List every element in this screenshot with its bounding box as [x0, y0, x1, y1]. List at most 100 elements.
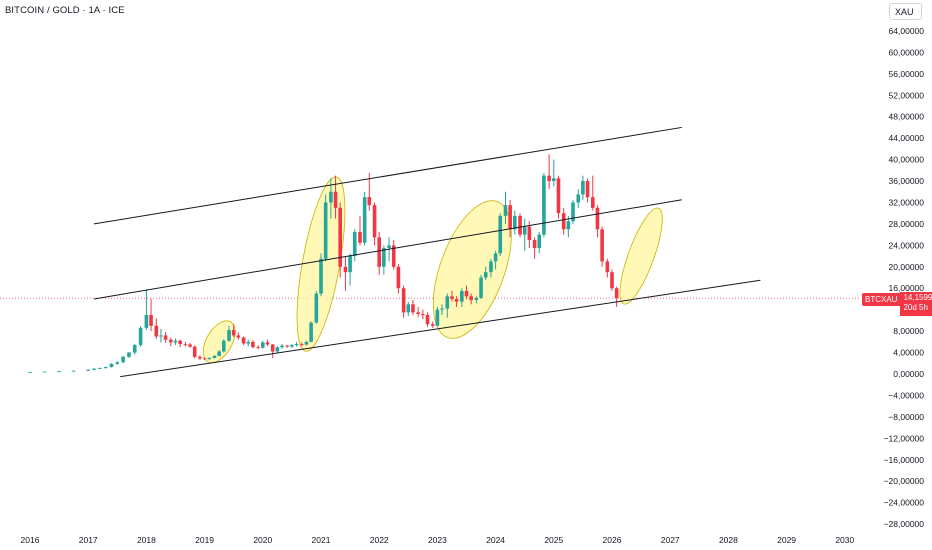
candle	[261, 340, 265, 349]
y-tick-label: 44,00000	[889, 133, 925, 143]
candle-body	[483, 272, 488, 278]
candle	[489, 258, 493, 278]
candle	[28, 371, 32, 373]
candle-body	[159, 335, 163, 337]
channel-lines	[93, 126, 761, 378]
candle	[163, 332, 168, 343]
channel-line[interactable]	[93, 126, 682, 225]
chart-title: BITCOIN / GOLD · 1A · ICE	[5, 5, 125, 16]
candle-body	[251, 341, 255, 348]
candle-body	[440, 308, 444, 310]
candle	[251, 340, 255, 349]
candle-body	[304, 341, 309, 345]
candle	[275, 346, 280, 353]
candle-body	[416, 312, 420, 314]
candle-body	[92, 368, 96, 370]
candle-body	[406, 304, 411, 313]
candle	[348, 253, 352, 286]
candle-body	[183, 343, 188, 345]
candle-body	[121, 356, 125, 363]
candle-body	[71, 370, 76, 372]
candle-body	[198, 356, 202, 359]
y-tick-label: 64,00000	[889, 26, 925, 36]
candle	[547, 154, 551, 190]
x-tick-label: 2023	[428, 535, 447, 545]
candle-body	[367, 197, 372, 206]
candle	[566, 215, 571, 238]
candle	[42, 371, 47, 373]
highlight-ellipse[interactable]	[417, 191, 527, 349]
candle-body	[445, 296, 450, 309]
candle-body	[469, 296, 473, 301]
candle-body	[217, 351, 221, 356]
candle-body	[561, 213, 566, 230]
y-tick-label: 0,00000	[893, 369, 924, 379]
candle	[460, 288, 464, 307]
y-tick-label: 56,00000	[889, 69, 925, 79]
candle	[285, 345, 290, 348]
y-axis: 64,00000 60,00000 56,00000 52,00000 48,00000…	[884, 26, 925, 529]
y-tick-label: 60,00000	[889, 47, 925, 57]
candle	[561, 207, 566, 235]
currency-selector[interactable]: XAU	[889, 3, 922, 20]
candle	[227, 325, 231, 342]
candle	[513, 210, 517, 235]
candle-body	[460, 290, 464, 302]
candle	[127, 352, 131, 358]
candle	[377, 231, 381, 275]
candle-body	[581, 181, 585, 195]
candle-body	[489, 261, 493, 273]
candle	[600, 226, 604, 267]
candle	[362, 191, 367, 246]
x-tick-label: 2017	[79, 535, 98, 545]
candle	[585, 178, 590, 203]
candle-body	[585, 181, 590, 198]
candle	[581, 175, 585, 200]
price-value-box: 14,15993 20d 5h	[900, 292, 932, 316]
x-tick-label: 2026	[603, 535, 622, 545]
candle-body	[241, 337, 246, 344]
candle-body	[109, 363, 114, 368]
channel-line[interactable]	[120, 279, 761, 378]
candle	[202, 357, 207, 361]
candle	[479, 274, 483, 299]
candle-body	[192, 346, 197, 357]
candle-body	[527, 226, 532, 240]
candle	[474, 296, 479, 304]
candle	[198, 355, 202, 361]
y-tick-label: 52,00000	[889, 90, 925, 100]
candle	[294, 341, 299, 347]
candle-body	[537, 234, 542, 249]
candle	[391, 240, 396, 270]
candle-body	[28, 372, 32, 373]
candle-body	[309, 322, 313, 342]
x-tick-label: 2022	[370, 535, 389, 545]
x-tick-label: 2027	[661, 535, 680, 545]
candle-body	[508, 205, 512, 230]
candle-body	[222, 340, 226, 352]
candle-body	[547, 175, 551, 182]
candle-body	[430, 324, 435, 326]
candle	[343, 256, 348, 291]
channel-line[interactable]	[93, 199, 682, 300]
y-tick-label: −20,00000	[884, 476, 925, 486]
candle	[542, 173, 546, 238]
highlight-ellipse[interactable]	[197, 315, 242, 368]
candle	[231, 324, 236, 338]
candle-body	[503, 205, 508, 216]
x-axis: 2016 2017 2018 2019 2020 2021 2022 2023 2024 2025…	[21, 535, 855, 545]
candle	[537, 231, 542, 254]
candle-body	[173, 340, 178, 343]
candle	[207, 357, 212, 361]
candle-body	[343, 266, 348, 273]
ticker-label: BTCXAU	[862, 293, 901, 306]
candle-body	[329, 191, 333, 203]
x-tick-label: 2019	[195, 535, 214, 545]
candle-body	[231, 330, 236, 336]
candle-body	[396, 266, 401, 289]
candle-body	[614, 288, 619, 299]
highlight-ellipse[interactable]	[612, 204, 671, 308]
candle-body	[127, 352, 131, 357]
candle	[309, 321, 313, 343]
